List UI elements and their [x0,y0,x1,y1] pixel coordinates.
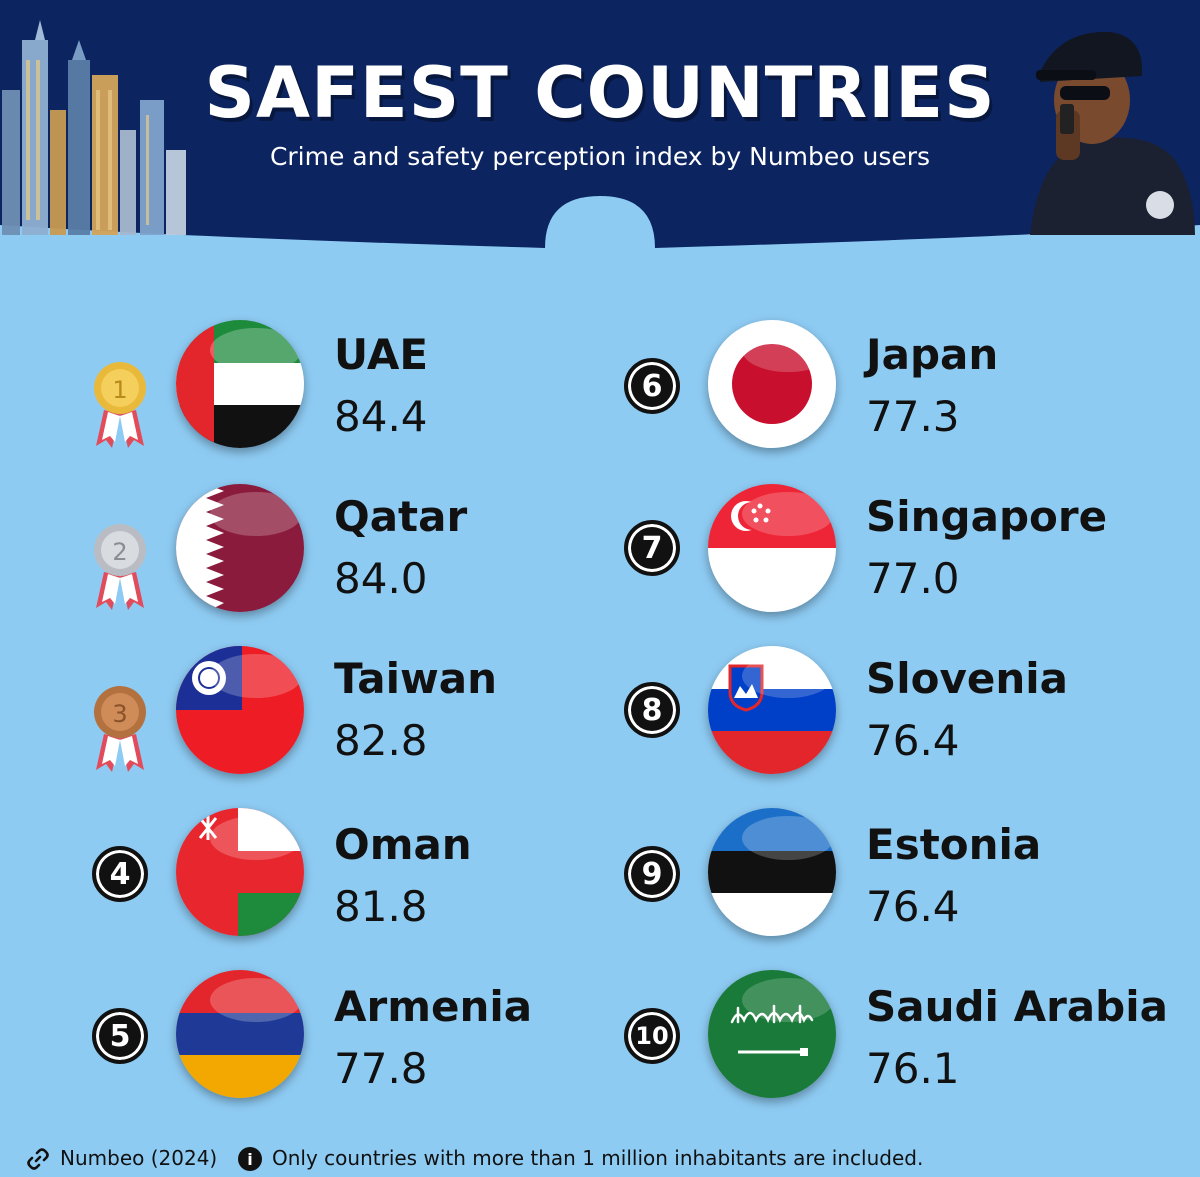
medal-number: 2 [112,538,127,566]
page-title: SAFEST COUNTRIES [204,52,996,134]
footnote: Only countries with more than 1 million … [272,1146,924,1170]
flag-qatar-icon [176,484,304,612]
safety-score: 76.4 [866,716,960,765]
ranking-row-8: 8 Slovenia 76.4 [600,642,1200,782]
header-background [0,0,1200,248]
flag-armenia-icon [176,970,304,1098]
rank-badge: 4 [92,846,148,902]
link-icon [27,1148,49,1170]
ranking-row-3: 3 Taiwan 82.8 [0,642,600,782]
country-name: Singapore [866,492,1108,541]
flag-slovenia-icon [708,646,836,774]
flag-japan-icon [708,320,836,448]
safety-score: 82.8 [334,716,428,765]
medal-number: 3 [112,700,127,728]
country-name: Saudi Arabia [866,982,1168,1031]
safety-score: 77.8 [334,1044,428,1093]
safety-score: 84.4 [334,392,428,441]
country-name: Taiwan [334,654,498,703]
safety-score: 77.3 [866,392,960,441]
rank-badge: 5 [92,1008,148,1064]
security-guard-icon [1030,31,1195,235]
page-subtitle: Crime and safety perception index by Num… [269,142,931,171]
city-skyline-icon [2,20,186,235]
country-name: Japan [866,330,999,379]
info-icon: i [238,1147,262,1171]
ranking-row-2: 2 Qatar 84.0 [0,480,600,620]
ranking-row-5: 5 Armenia 77.8 [0,968,600,1108]
safety-score: 76.1 [866,1044,960,1093]
medal-number: 1 [112,376,127,404]
country-name: Estonia [866,820,1042,869]
safety-score: 84.0 [334,554,428,603]
header-banner: SAFEST COUNTRIES Crime and safety percep… [0,0,1200,250]
gold-medal-icon: 1 [94,362,146,448]
bronze-medal-icon: 3 [94,686,146,772]
flag-oman-icon [176,808,304,936]
safety-score: 77.0 [866,554,960,603]
flag-estonia-icon [708,808,836,936]
ranking-row-9: 9 Estonia 76.4 [600,806,1200,946]
country-name: UAE [334,330,429,379]
rank-badge: 7 [624,520,680,576]
source-label: Numbeo (2024) [60,1146,218,1170]
country-name: Qatar [334,492,468,541]
ranking-row-4: 4 Oman 81.8 [0,806,600,946]
flag-singapore-icon [708,484,836,612]
safety-score: 81.8 [334,882,428,931]
rank-badge: 9 [624,846,680,902]
rank-badge: 6 [624,358,680,414]
country-name: Oman [334,820,472,869]
flag-saudi-arabia-icon [708,970,836,1098]
flag-uae-icon [176,320,304,448]
country-name: Armenia [334,982,533,1031]
ranking-row-7: 7 Singapore 77.0 [600,480,1200,620]
country-name: Slovenia [866,654,1069,703]
safety-score: 76.4 [866,882,960,931]
rank-badge: 8 [624,682,680,738]
ranking-row-6: 6 Japan 77.3 [600,318,1200,458]
rank-badge: 10 [624,1008,680,1064]
footer: Numbeo (2024) i Only countries with more… [0,1140,1200,1177]
flag-taiwan-icon [176,646,304,774]
ranking-row-1: 1 UAE 84.4 [0,318,600,458]
ranking-row-10: 10 Saudi Arabia 76.1 [600,968,1200,1108]
silver-medal-icon: 2 [94,524,146,610]
